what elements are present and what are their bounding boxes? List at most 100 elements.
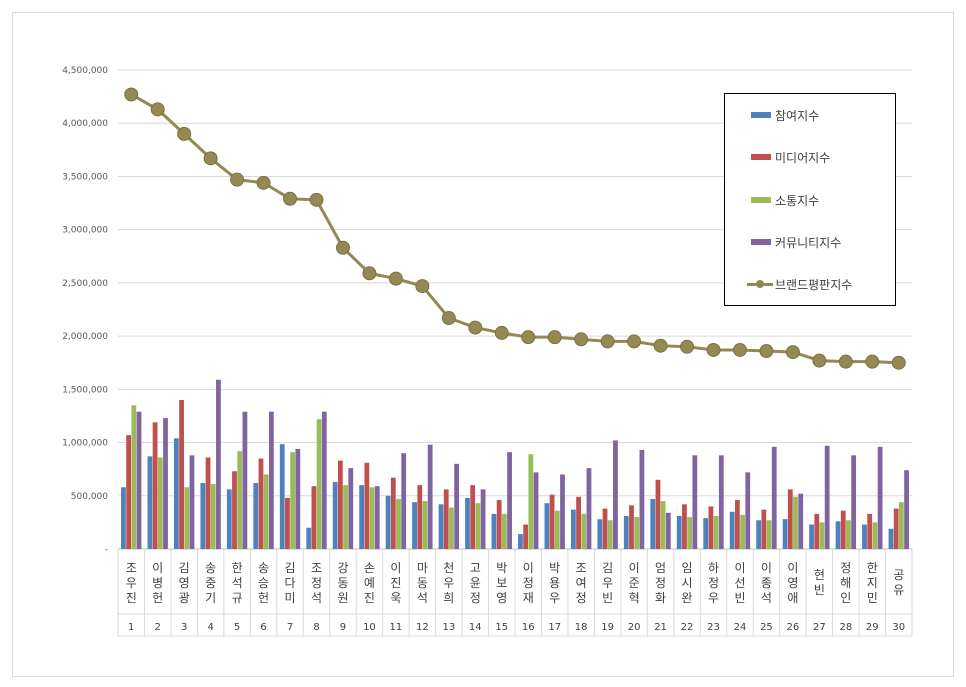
legend-swatch [751, 239, 771, 245]
line-point [177, 126, 192, 141]
bar [242, 411, 248, 549]
rank-label: 19 [601, 622, 614, 633]
bar [422, 501, 428, 549]
bar [734, 500, 740, 549]
bar [745, 472, 751, 549]
bar [285, 497, 290, 549]
bar [121, 487, 126, 549]
line-point [415, 279, 430, 294]
bar [337, 460, 343, 549]
line-point [785, 345, 800, 360]
y-tick-label: 500,000 [71, 492, 108, 502]
legend-item-community: 커뮤니티지수 [751, 233, 841, 251]
bar [417, 485, 423, 549]
legend-item-participation: 참여지수 [751, 106, 819, 124]
bar [576, 496, 581, 549]
line-point [838, 354, 853, 369]
legend-label: 참여지수 [775, 108, 820, 123]
bar [586, 468, 592, 549]
bar [756, 520, 762, 549]
rank-label: 22 [681, 622, 694, 633]
bar [359, 485, 365, 549]
bar [279, 444, 285, 549]
bar [835, 521, 841, 549]
bar [597, 519, 603, 549]
bar [480, 489, 486, 549]
bar [268, 411, 274, 549]
bar [761, 509, 767, 549]
bar [560, 474, 565, 549]
bar [369, 487, 375, 549]
line-point [521, 330, 536, 345]
bar [189, 455, 195, 549]
bar [454, 463, 460, 549]
legend-swatch [751, 154, 771, 160]
bar [321, 411, 327, 549]
rank-label: 14 [469, 622, 482, 633]
bar [554, 510, 560, 549]
bar [877, 446, 883, 549]
bar-series [121, 379, 909, 549]
bar [814, 513, 820, 549]
rank-label: 24 [734, 622, 747, 633]
bar [263, 474, 269, 549]
bar [798, 493, 804, 549]
legend-line-marker [747, 279, 773, 288]
bar [374, 486, 380, 549]
rank-label: 8 [313, 622, 319, 633]
rank-label: 21 [654, 622, 667, 633]
legend-label: 소통지수 [775, 193, 820, 208]
line-point [468, 320, 483, 335]
line-point [680, 339, 695, 354]
bar [126, 435, 132, 549]
bar [147, 456, 153, 549]
bar [771, 446, 777, 549]
line-point [230, 172, 245, 187]
bar [316, 419, 322, 549]
bar [226, 489, 232, 549]
line-point [362, 266, 377, 281]
rank-label: 2 [155, 622, 161, 633]
legend: 참여지수 미디어지수 소통지수 커뮤니티지수 브랜드평판지수 [724, 93, 896, 306]
y-tick-label: 1,000,000 [62, 439, 108, 449]
bar [311, 486, 317, 549]
bar [173, 438, 179, 549]
line-point [124, 87, 139, 102]
bar [682, 504, 687, 549]
bar [295, 448, 301, 549]
rank-label: 23 [707, 622, 720, 633]
line-point [812, 353, 827, 368]
line-point [627, 334, 642, 349]
bar [888, 528, 894, 549]
bar [438, 504, 444, 549]
line-point [283, 191, 298, 206]
bar [184, 487, 190, 549]
bar [809, 524, 814, 549]
bar [528, 454, 534, 549]
rank-label: 28 [839, 622, 852, 633]
y-tick-label: 4,000,000 [62, 119, 108, 129]
line-point [600, 334, 615, 349]
bar [443, 489, 449, 549]
y-tick-label: 2,000,000 [62, 332, 108, 342]
bar [343, 485, 348, 549]
rank-label: 3 [181, 622, 187, 633]
bar [390, 477, 396, 549]
bar [533, 472, 539, 549]
line-point [335, 240, 350, 255]
bar [840, 510, 846, 549]
line-point [706, 342, 721, 357]
bar [655, 479, 661, 549]
bar [650, 498, 656, 549]
